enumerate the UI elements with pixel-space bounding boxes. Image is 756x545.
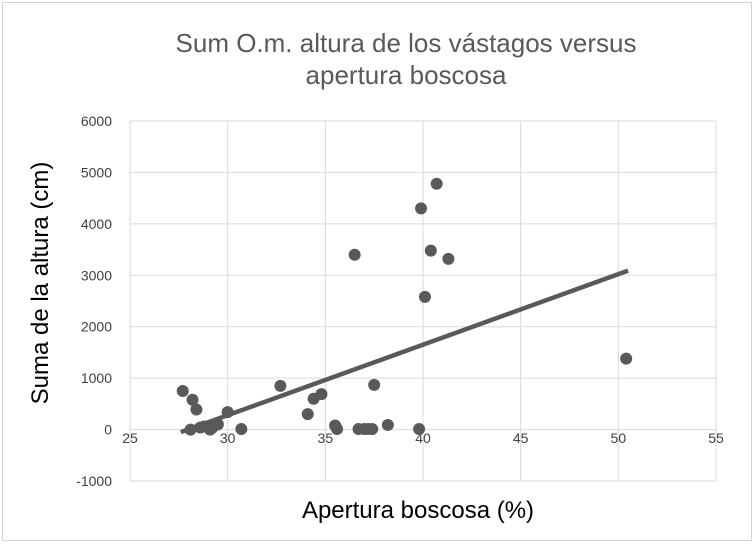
data-point xyxy=(301,408,314,421)
y-tick-label: 3000 xyxy=(81,267,112,283)
data-point xyxy=(442,252,455,265)
x-tick-label: 25 xyxy=(122,430,138,446)
data-point xyxy=(315,388,328,401)
data-point xyxy=(415,202,428,215)
data-point xyxy=(176,385,189,397)
data-point xyxy=(221,406,234,419)
data-point xyxy=(424,244,437,257)
x-tick-labels: 25 30 35 40 45 50 55 xyxy=(122,430,724,446)
data-point xyxy=(620,352,633,365)
data-point xyxy=(413,423,426,436)
chart-title-line-2: apertura boscosa xyxy=(306,60,507,90)
data-point xyxy=(418,290,431,303)
y-tick-label: 6000 xyxy=(81,113,112,129)
data-point xyxy=(331,423,344,436)
y-tick-labels: -1000 0 1000 2000 3000 4000 5000 6000 xyxy=(76,113,112,489)
x-tick-label: 30 xyxy=(220,430,236,446)
y-tick-label: 0 xyxy=(104,422,112,438)
trendline xyxy=(180,268,629,435)
data-points xyxy=(176,177,633,436)
y-tick-label: 2000 xyxy=(81,319,112,335)
data-point xyxy=(211,418,224,431)
x-tick-label: 50 xyxy=(611,430,627,446)
data-point xyxy=(235,423,248,436)
y-tick-label: 1000 xyxy=(81,370,112,386)
y-axis-label: Suma de la altura (cm) xyxy=(27,162,54,405)
data-point xyxy=(430,177,443,190)
y-tick-label: 5000 xyxy=(81,164,112,180)
x-tick-label: 35 xyxy=(318,430,334,446)
x-tick-label: 45 xyxy=(513,430,529,446)
data-point xyxy=(381,418,394,431)
y-tick-label: -1000 xyxy=(76,473,112,489)
trendline-group xyxy=(180,268,629,435)
x-axis-label: Apertura boscosa (%) xyxy=(302,497,534,524)
data-point xyxy=(368,378,381,391)
data-point xyxy=(366,423,379,436)
y-tick-label: 4000 xyxy=(81,216,112,232)
data-point xyxy=(186,393,199,406)
x-tick-label: 55 xyxy=(708,430,724,446)
data-point xyxy=(184,423,197,436)
chart-title-line-1: Sum O.m. altura de los vástagos versus xyxy=(176,28,637,58)
data-point xyxy=(348,248,361,261)
data-point xyxy=(274,379,287,392)
data-point xyxy=(190,403,203,416)
